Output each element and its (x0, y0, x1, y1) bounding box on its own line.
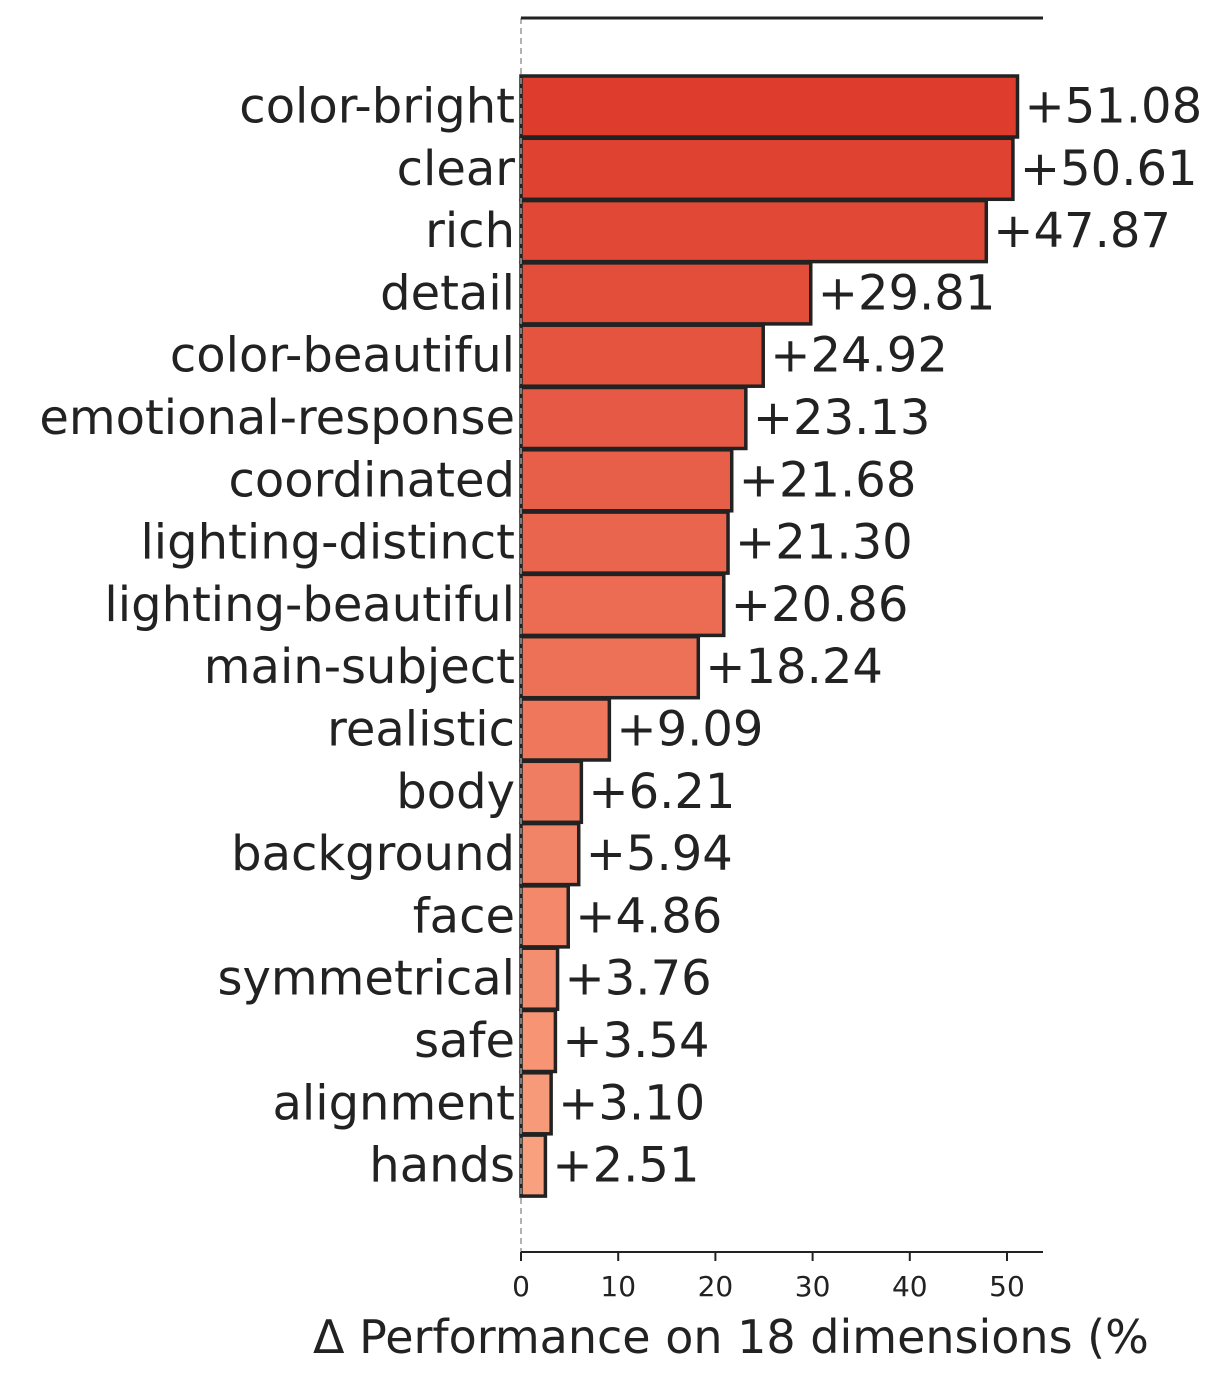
category-label-symmetrical: symmetrical (218, 951, 516, 1007)
bar-color-bright (519, 74, 1020, 139)
bars-layer (519, 74, 1020, 1198)
x-tick-label-0: 0 (512, 1270, 530, 1303)
bar-lighting-beautiful (519, 572, 726, 638)
bar-clear (519, 136, 1015, 202)
value-label-hands: +2.51 (552, 1138, 699, 1194)
value-label-face: +4.86 (575, 888, 722, 944)
value-labels: +51.08 +50.61 +47.87 +29.81 +24.92 +23.13 +21.… (552, 79, 1202, 1194)
bar-detail (519, 261, 813, 326)
bar-rich (519, 198, 989, 264)
value-label-alignment: +3.10 (558, 1075, 705, 1131)
category-labels: color-bright clear rich detail color-beautif… (39, 79, 515, 1194)
category-label-clear: clear (397, 141, 516, 197)
value-label-color-beautiful: +24.92 (770, 328, 948, 384)
x-tick-label-20: 20 (698, 1270, 734, 1303)
category-label-color-bright: color-bright (239, 79, 515, 135)
value-label-body: +6.21 (588, 764, 735, 820)
value-label-realistic: +9.09 (616, 702, 763, 758)
value-label-color-bright: +51.08 (1024, 79, 1202, 135)
bar-coordinated (519, 448, 734, 513)
bar-hands (519, 1133, 548, 1198)
x-tick-label-10: 10 (600, 1270, 636, 1303)
x-tick-label-30: 30 (795, 1270, 831, 1303)
category-label-alignment: alignment (272, 1075, 515, 1131)
x-axis-title: Δ Performance on 18 dimensions (% (313, 1310, 1149, 1364)
axes (520, 16, 1043, 1253)
category-label-emotional-response: emotional-response (39, 390, 515, 446)
category-label-color-beautiful: color-beautiful (170, 328, 515, 384)
x-tick-label-50: 50 (989, 1270, 1025, 1303)
bar-emotional-response (519, 385, 748, 451)
bar-symmetrical (519, 946, 560, 1011)
category-label-background: background (231, 826, 515, 882)
value-label-coordinated: +21.68 (739, 452, 917, 508)
category-label-main-subject: main-subject (204, 639, 515, 695)
bar-face (519, 884, 570, 949)
bar-safe (519, 1008, 558, 1074)
bar-color-beautiful (519, 323, 765, 388)
bar-background (519, 821, 581, 887)
value-label-background: +5.94 (586, 826, 733, 882)
value-label-lighting-distinct: +21.30 (735, 515, 913, 571)
category-label-face: face (413, 888, 515, 944)
value-label-rich: +47.87 (993, 203, 1171, 259)
category-label-safe: safe (414, 1013, 515, 1069)
category-label-hands: hands (369, 1138, 515, 1194)
category-label-coordinated: coordinated (229, 452, 515, 508)
category-label-lighting-beautiful: lighting-beautiful (104, 577, 515, 633)
value-label-lighting-beautiful: +20.86 (731, 577, 909, 633)
bar-lighting-distinct (519, 510, 730, 575)
category-label-body: body (396, 764, 515, 820)
value-label-symmetrical: +3.76 (565, 951, 712, 1007)
value-label-safe: +3.54 (562, 1013, 709, 1069)
bar-main-subject (519, 634, 701, 700)
bar-alignment (519, 1071, 553, 1136)
category-label-detail: detail (380, 265, 515, 321)
bar-body (519, 759, 584, 825)
category-label-realistic: realistic (327, 702, 515, 758)
value-label-main-subject: +18.24 (705, 639, 883, 695)
value-label-clear: +50.61 (1020, 141, 1198, 197)
x-tick-label-40: 40 (892, 1270, 928, 1303)
value-label-emotional-response: +23.13 (753, 390, 931, 446)
bar-realistic (519, 697, 612, 762)
x-axis-ticks: 0 10 20 30 40 50 (512, 1252, 1025, 1303)
value-label-detail: +29.81 (818, 265, 996, 321)
category-label-rich: rich (425, 203, 515, 259)
category-label-lighting-distinct: lighting-distinct (140, 515, 515, 571)
